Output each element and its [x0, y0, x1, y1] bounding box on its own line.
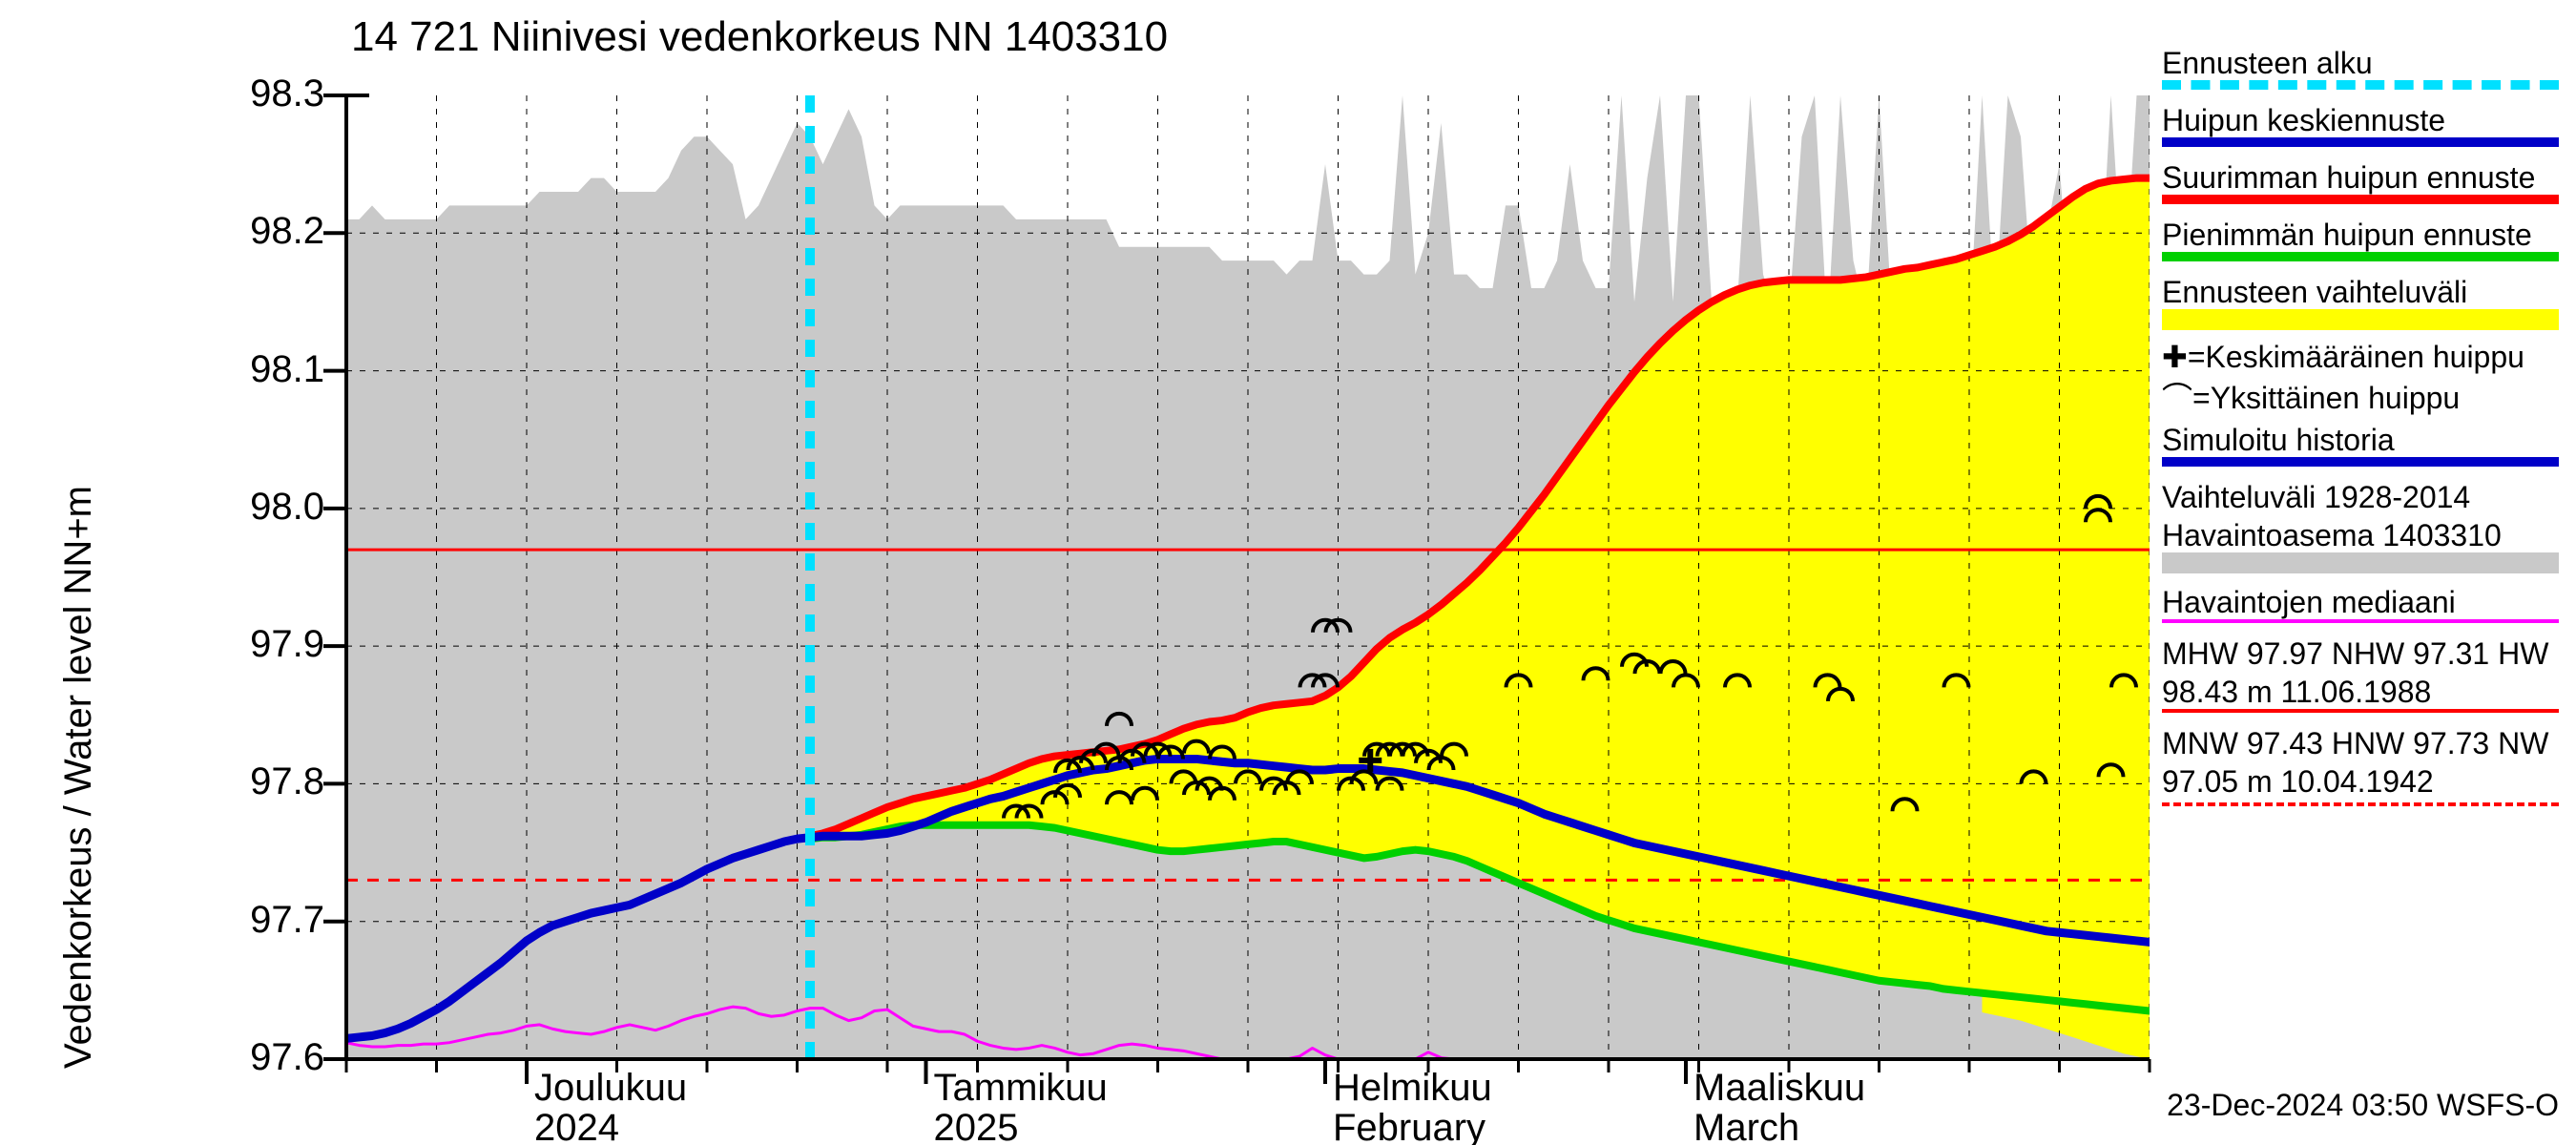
- y-tick: 97.8: [162, 760, 324, 803]
- legend-item: Ennusteen vaihteluväli: [2162, 273, 2559, 330]
- x-tick-year: February: [1333, 1107, 1485, 1145]
- x-tick-year: March: [1693, 1107, 1799, 1145]
- legend-swatch: [2162, 552, 2559, 573]
- y-tick: 97.7: [162, 899, 324, 942]
- legend-item: ⌒=Yksittäinen huippu: [2162, 379, 2559, 417]
- x-tick-month: Joulukuu: [534, 1067, 687, 1110]
- y-tick: 98.3: [162, 73, 324, 115]
- legend-label: MNW 97.43 HNW 97.73 NW 97.05 m 10.04.194…: [2162, 724, 2559, 801]
- y-tick: 98.1: [162, 348, 324, 391]
- legend-item: Vaihteluväli 1928-2014 Havaintoasema 140…: [2162, 478, 2559, 573]
- y-tick: 97.6: [162, 1036, 324, 1079]
- legend-item: MNW 97.43 HNW 97.73 NW 97.05 m 10.04.194…: [2162, 724, 2559, 806]
- legend-label: Havaintojen mediaani: [2162, 583, 2559, 621]
- y-tick: 97.9: [162, 623, 324, 666]
- legend-label: ⌒=Yksittäinen huippu: [2162, 379, 2559, 417]
- legend-label: Simuloitu historia: [2162, 421, 2559, 459]
- legend-item: Simuloitu historia: [2162, 421, 2559, 467]
- legend-item: Huipun keskiennuste: [2162, 101, 2559, 147]
- legend-label: ✚=Keskimääräinen huippu: [2162, 340, 2559, 375]
- legend-label: Ennusteen alku: [2162, 44, 2559, 82]
- legend-item: Suurimman huipun ennuste: [2162, 158, 2559, 204]
- x-tick-month: Tammikuu: [934, 1067, 1108, 1110]
- x-tick-year: 2025: [934, 1107, 1019, 1145]
- legend-label: MHW 97.97 NHW 97.31 HW 98.43 m 11.06.198…: [2162, 635, 2559, 711]
- chart-container: 14 721 Niinivesi vedenkorkeus NN 1403310…: [0, 0, 2576, 1145]
- x-tick-year: 2024: [534, 1107, 619, 1145]
- legend-swatch: [2162, 802, 2559, 806]
- legend-item: Havaintojen mediaani: [2162, 583, 2559, 623]
- legend-label: Ennusteen vaihteluväli: [2162, 273, 2559, 311]
- x-tick-month: Helmikuu: [1333, 1067, 1492, 1110]
- legend-item: Ennusteen alku: [2162, 44, 2559, 90]
- y-tick: 98.2: [162, 210, 324, 253]
- legend-label: Huipun keskiennuste: [2162, 101, 2559, 139]
- legend-item: Pienimmän huipun ennuste: [2162, 216, 2559, 261]
- legend-label: Vaihteluväli 1928-2014 Havaintoasema 140…: [2162, 478, 2559, 554]
- footer-timestamp: 23-Dec-2024 03:50 WSFS-O: [2167, 1088, 2559, 1123]
- legend: Ennusteen alku Huipun keskiennuste Suurimm…: [2162, 44, 2559, 816]
- legend-label: Suurimman huipun ennuste: [2162, 158, 2559, 197]
- legend-swatch: [2162, 309, 2559, 330]
- x-tick-month: Maaliskuu: [1693, 1067, 1865, 1110]
- legend-label: Pienimmän huipun ennuste: [2162, 216, 2559, 254]
- legend-item: MHW 97.97 NHW 97.31 HW 98.43 m 11.06.198…: [2162, 635, 2559, 713]
- y-tick: 98.0: [162, 486, 324, 529]
- legend-item: ✚=Keskimääräinen huippu: [2162, 340, 2559, 375]
